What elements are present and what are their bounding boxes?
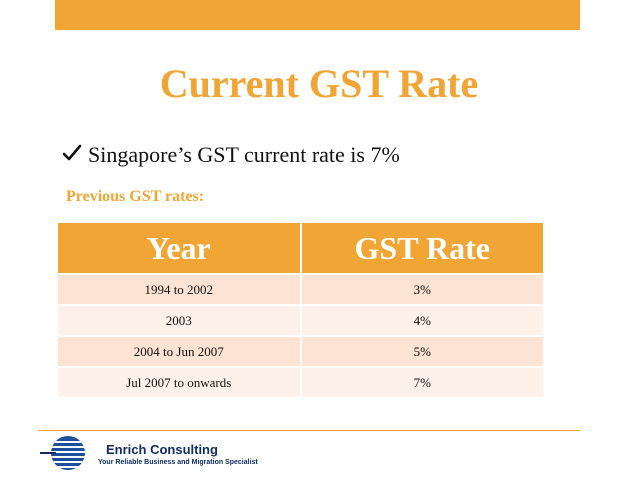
bullet-item: Singapore’s GST current rate is 7% — [62, 140, 400, 170]
gst-rates-table: Year GST Rate 1994 to 2002 3% 2003 4% 20… — [58, 223, 543, 397]
footer-divider — [38, 430, 580, 431]
year-cell: Jul 2007 to onwards — [58, 366, 302, 397]
header-year: Year — [58, 223, 302, 274]
slide-title: Current GST Rate — [159, 61, 479, 106]
rate-cell: 5% — [300, 335, 543, 367]
table-row: 2003 4% — [58, 304, 543, 336]
table-row: 1994 to 2002 3% — [58, 273, 543, 305]
table-row: Jul 2007 to onwards 7% — [58, 366, 543, 397]
previous-rates-heading: Previous GST rates: — [66, 188, 205, 205]
year-cell: 2003 — [58, 304, 302, 336]
rate-cell: 7% — [300, 366, 543, 397]
table-row: 2004 to Jun 2007 5% — [58, 335, 543, 367]
year-cell: 1994 to 2002 — [58, 273, 302, 305]
globe-logo-icon — [38, 435, 98, 471]
bullet-text: Singapore’s GST current rate is 7% — [88, 142, 400, 167]
check-icon — [62, 140, 88, 170]
brand-tagline: Your Reliable Business and Migration Spe… — [98, 459, 258, 466]
rate-cell: 3% — [300, 273, 543, 305]
table-header-row: Year GST Rate — [58, 223, 543, 274]
rate-cell: 4% — [300, 304, 543, 336]
top-accent-bar — [55, 0, 580, 30]
brand-name: Enrich Consulting — [106, 442, 218, 457]
header-gst-rate: GST Rate — [300, 223, 543, 274]
year-cell: 2004 to Jun 2007 — [58, 335, 302, 367]
